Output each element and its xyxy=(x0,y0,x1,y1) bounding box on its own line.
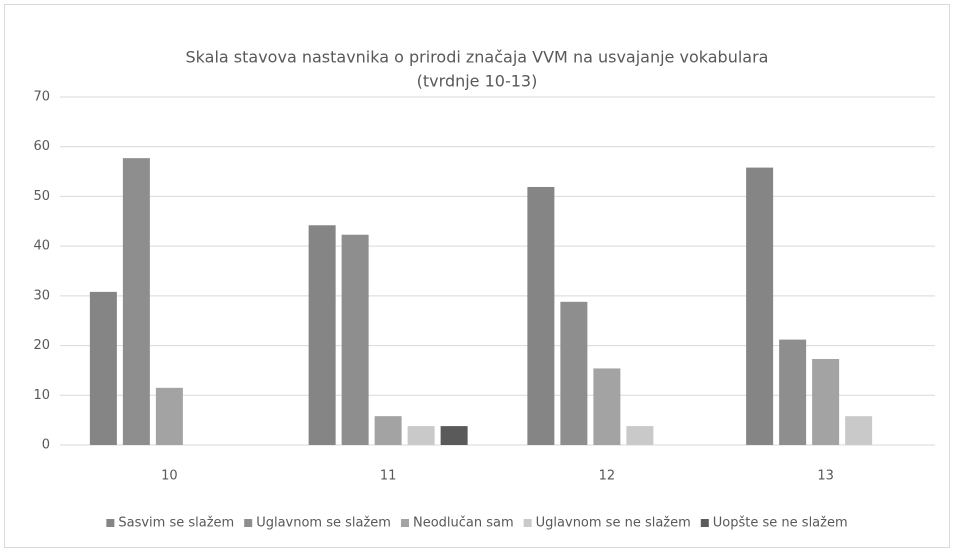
bar xyxy=(308,225,336,445)
legend-label: Sasvim se slažem xyxy=(118,516,234,531)
bar xyxy=(122,158,150,446)
y-tick-label: 50 xyxy=(33,189,50,204)
bar xyxy=(812,358,840,445)
y-tick-label: 20 xyxy=(33,338,50,353)
bar xyxy=(746,167,774,445)
chart-frame xyxy=(4,4,950,548)
x-tick-label: 13 xyxy=(817,469,834,484)
bar xyxy=(779,339,807,445)
bar xyxy=(626,426,654,445)
x-tick-label: 12 xyxy=(599,469,616,484)
chart-subtitle: (tvrdnje 10-13) xyxy=(417,72,538,91)
y-tick-label: 30 xyxy=(33,288,50,303)
legend-swatch xyxy=(700,519,709,527)
bar xyxy=(89,291,117,445)
y-tick-label: 70 xyxy=(33,90,50,105)
x-tick-label: 10 xyxy=(161,469,178,484)
bar xyxy=(440,426,468,445)
y-tick-label: 60 xyxy=(33,139,50,154)
legend-label: Neodlučan sam xyxy=(413,516,514,531)
bar xyxy=(527,186,555,446)
legend-swatch xyxy=(244,519,253,527)
legend-swatch xyxy=(523,519,532,527)
legend-label: Uopšte se ne slažem xyxy=(713,516,848,531)
bar xyxy=(341,234,369,445)
bar xyxy=(560,301,588,445)
bar xyxy=(845,416,873,445)
bar xyxy=(593,368,621,445)
legend-label: Uglavnom se ne slažem xyxy=(536,516,691,531)
chart-title: Skala stavova nastavnika o prirodi znača… xyxy=(186,48,769,67)
y-tick-label: 40 xyxy=(33,239,50,254)
y-tick-label: 0 xyxy=(42,438,50,453)
bar xyxy=(407,426,435,445)
legend-swatch xyxy=(106,519,115,527)
legend-swatch xyxy=(400,519,409,527)
x-tick-label: 11 xyxy=(380,469,397,484)
bar xyxy=(374,416,402,445)
legend-label: Uglavnom se slažem xyxy=(256,516,391,531)
bar xyxy=(155,387,183,445)
y-tick-label: 10 xyxy=(33,388,50,403)
